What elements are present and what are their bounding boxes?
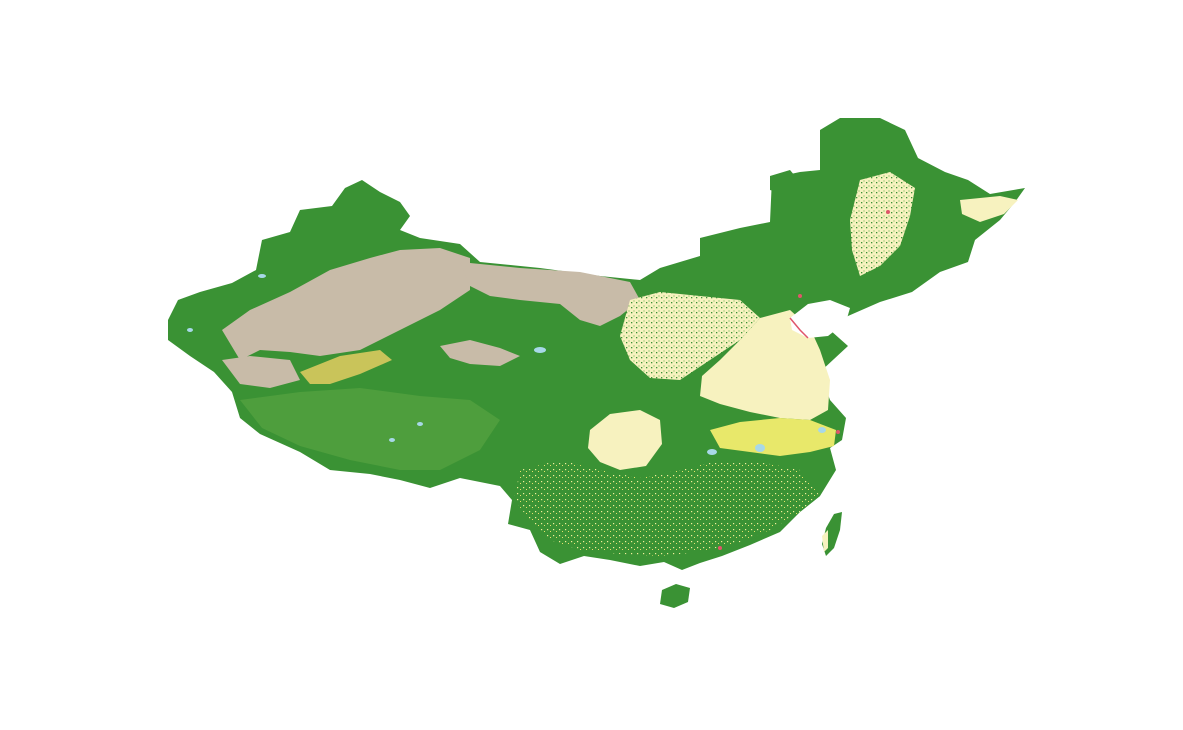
cropland-north-china-plain (700, 310, 830, 420)
built-up-harbin (886, 210, 890, 214)
sparse-vegetation-band (300, 350, 392, 384)
water-lake-poyang (755, 444, 765, 452)
water-lake-balkhash-edge (258, 274, 266, 278)
bare-land-qaidam (440, 340, 520, 366)
water-lake-west (187, 328, 193, 332)
built-up-beijing (798, 294, 802, 298)
built-up-guangzhou (718, 546, 722, 550)
grassland-tibet (240, 388, 500, 470)
water-bohai-edge (789, 317, 809, 339)
forest-south-mosaic (514, 460, 820, 556)
water-bohai-bay (790, 300, 850, 338)
cropland-taiwan (822, 530, 828, 552)
water-lake-taihu (818, 427, 826, 433)
bare-land-west (222, 356, 300, 388)
cropland-liaodong (960, 196, 1018, 222)
bare-land-gobi (460, 262, 640, 326)
built-up-shanghai (836, 430, 840, 434)
land-northeast-tip (770, 170, 800, 194)
shrubland-yangtze (710, 418, 836, 456)
water-lake-dongting (707, 449, 717, 455)
water-lake-qinghai (534, 347, 546, 353)
land-hainan (660, 584, 690, 608)
cropland-loess (620, 292, 760, 380)
bare-land-tarim (222, 248, 470, 360)
water-lake-tibet-1 (389, 438, 395, 442)
cropland-northeast (850, 172, 915, 276)
water-lake-tibet-2 (417, 422, 423, 426)
cropland-sichuan-basin (588, 410, 662, 470)
